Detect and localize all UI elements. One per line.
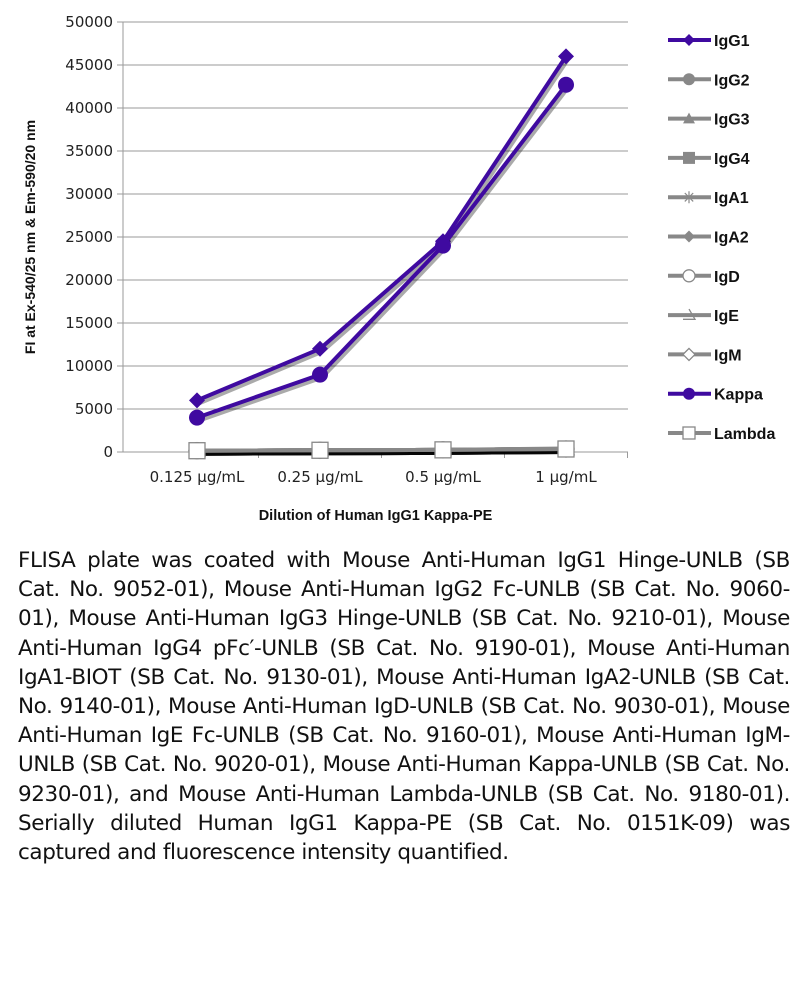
legend-label: Kappa [714,387,763,404]
legend-item-igg4: IgG4 [668,151,750,168]
y-tick-label: 30000 [65,185,113,203]
legend-item-igg1: IgG1 [668,33,750,50]
circle-marker [558,76,574,93]
diamond-marker [189,392,205,409]
x-tick-label: 0.125 µg/mL [150,468,245,486]
legend-label: IgG3 [714,112,750,129]
y-tick-label: 35000 [65,142,113,160]
x-axis-title: Dilution of Human IgG1 Kappa-PE [259,508,493,524]
legend-item-lambda: Lambda [668,426,775,443]
circle-marker [683,73,695,86]
series-line [196,55,568,403]
series-shadow [198,449,569,456]
series-shadow [198,449,569,456]
y-tick-label: 20000 [65,271,113,289]
circle-marker [683,387,695,400]
legend-label: IgA1 [714,190,749,207]
open-diamond-marker [682,347,696,362]
y-tick-label: 25000 [65,228,113,246]
series-line [196,446,567,453]
series-shadow [198,449,569,456]
series-shadow [198,58,570,406]
series-shadow [198,449,569,456]
legend-item-igg3: IgG3 [668,112,750,129]
open-square-marker [311,441,329,459]
series-shadow [198,449,569,456]
legend-label: IgD [714,269,740,286]
y-tick-label: 0 [103,443,113,461]
legend-label: IgM [714,347,742,364]
series-igg1 [189,48,574,409]
legend-item-igd: IgD [668,269,740,286]
x-tick-label: 0.25 µg/mL [277,468,363,486]
figure-caption: FLISA plate was coated with Mouse Anti-H… [18,548,790,866]
series-shadow [198,449,569,456]
legend-label: IgG2 [714,72,750,89]
y-tick-label: 10000 [65,357,113,375]
legend-label: IgG4 [714,151,750,168]
y-tick-label: 40000 [65,99,113,117]
y-tick-label: 5000 [75,400,113,418]
dash-marker [683,308,697,320]
open-square-marker [682,426,696,440]
x-tick-label: 1 µg/mL [535,468,597,486]
legend-label: IgA2 [714,230,749,247]
circle-marker [189,409,205,426]
diamond-marker [683,230,695,243]
legend-item-igg2: IgG2 [668,72,750,89]
legend-item-kappa: Kappa [668,387,763,404]
series-shadow [198,449,569,456]
diamond-marker [558,48,574,65]
open-circle-marker [682,269,696,283]
y-tick-label: 50000 [65,13,113,31]
y-axis-title: FI at Ex-540/25 nm & Em-590/20 nm [22,120,38,354]
series-shadow [198,449,569,456]
series-kappa [189,76,574,426]
circle-marker [312,366,328,383]
series-lambda [188,440,575,460]
series-line [196,83,568,420]
diamond-marker [312,340,328,357]
circle-marker [435,237,451,254]
open-square-marker [434,441,452,459]
y-tick-label: 15000 [65,314,113,332]
legend-item-ige: IgE [668,308,739,325]
legend-item-iga1: IgA1 [668,190,749,207]
diamond-marker [683,34,695,46]
legend-item-igm: IgM [668,347,742,364]
y-tick-label: 45000 [65,56,113,74]
open-square-marker [557,440,575,458]
star-marker [683,191,695,204]
series-shadow [198,449,569,456]
legend-item-iga2: IgA2 [668,230,749,247]
legend-label: IgE [714,308,739,325]
series-shadow [198,86,570,423]
line-chart: 0 5000 10000 15000 20000 25000 30000 35000 40000… [22,13,775,524]
open-square-marker [188,442,206,460]
triangle-marker [683,112,695,124]
legend-label: Lambda [714,426,775,443]
legend-label: IgG1 [714,33,750,50]
x-tick-label: 0.5 µg/mL [405,468,481,486]
square-marker [683,151,695,164]
